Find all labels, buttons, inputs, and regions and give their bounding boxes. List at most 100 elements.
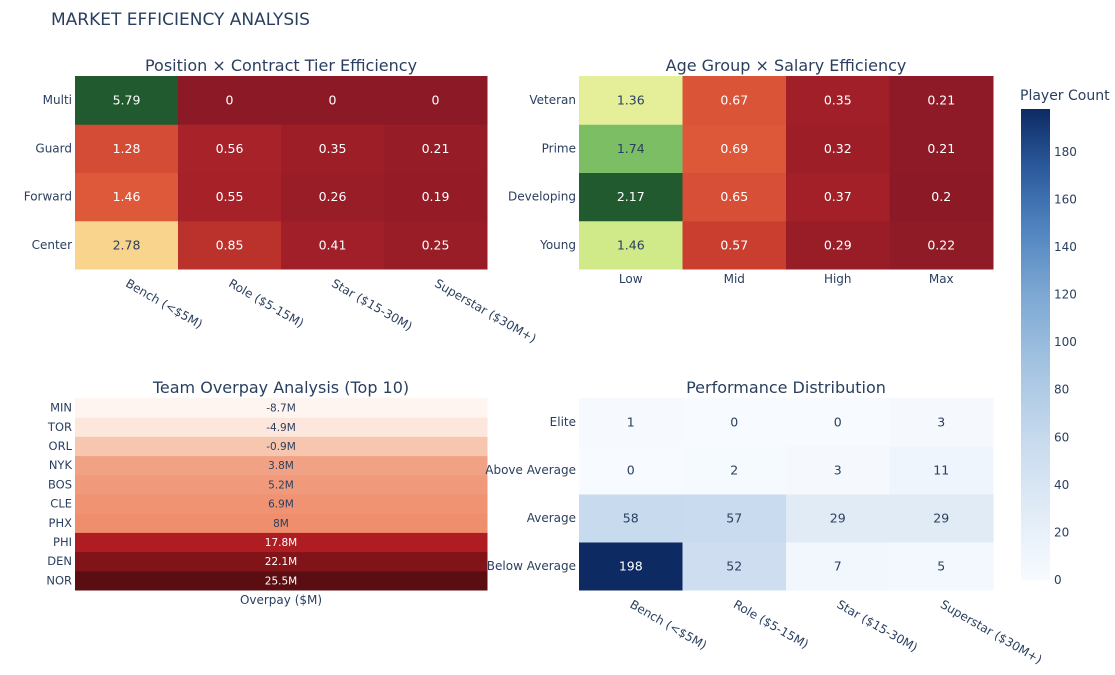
y-tick-label: Forward — [24, 190, 72, 204]
y-tick-label: Prime — [542, 141, 576, 155]
heatmap-cell[interactable] — [889, 172, 994, 222]
y-tick-label: Developing — [508, 190, 576, 204]
heatmap-cell[interactable] — [682, 124, 787, 173]
cell-value-label: 0 — [627, 463, 635, 478]
cell-value-label: 1 — [627, 415, 635, 430]
cell-value-label: 0.37 — [824, 189, 852, 204]
heatmap-cell[interactable] — [178, 124, 282, 173]
heatmap-cell[interactable] — [889, 542, 994, 591]
cell-value-label: 29 — [933, 511, 949, 526]
heatmap-cell[interactable] — [281, 220, 385, 270]
heatmap-cell[interactable] — [682, 542, 787, 591]
y-tick-label: CLE — [50, 497, 72, 511]
heatmap-cell[interactable] — [579, 76, 683, 125]
heatmap-cell[interactable] — [281, 124, 385, 173]
cell-value-label: 0.25 — [422, 237, 450, 252]
cell-value-label: 7 — [834, 559, 842, 574]
heatmap-cell[interactable] — [579, 446, 683, 495]
heatmap-cell[interactable] — [75, 172, 179, 222]
heatmap-cell[interactable] — [75, 398, 488, 418]
heatmap-cell[interactable] — [75, 124, 179, 173]
x-tick-label: High — [824, 272, 852, 286]
cell-value-label: 0.67 — [720, 93, 748, 108]
heatmap-cell[interactable] — [75, 417, 488, 437]
heatmap-cell[interactable] — [579, 124, 683, 173]
heatmap-cell[interactable] — [579, 172, 683, 222]
heatmap-cell[interactable] — [682, 446, 787, 495]
y-tick-label: Elite — [550, 415, 576, 429]
heatmap-cell[interactable] — [75, 455, 488, 476]
colorbar-tick-label: 40 — [1054, 478, 1069, 492]
y-tick-label: BOS — [48, 477, 72, 491]
heatmap-cell[interactable] — [682, 398, 787, 447]
heatmap-cell[interactable] — [281, 76, 385, 125]
cell-value-label: 1.46 — [113, 189, 141, 204]
heatmap-cell[interactable] — [889, 124, 994, 173]
x-tick-label: Mid — [724, 272, 745, 286]
colorbar-tick-label: 60 — [1054, 430, 1069, 444]
heatmap-cell[interactable] — [75, 220, 179, 270]
heatmap-cell[interactable] — [75, 513, 488, 533]
heatmap-cell[interactable] — [786, 542, 890, 591]
y-tick-label: Above Average — [485, 463, 576, 477]
heatmap-cell[interactable] — [579, 398, 683, 447]
cell-value-label: 3.8M — [268, 460, 294, 472]
heatmap-cell[interactable] — [889, 220, 994, 270]
cell-value-label: 0.69 — [720, 141, 748, 156]
heatmap-cell[interactable] — [75, 474, 488, 495]
heatmap-cell[interactable] — [579, 220, 683, 270]
heatmap-cell[interactable] — [75, 570, 488, 591]
heatmap-cell[interactable] — [682, 220, 787, 270]
cell-value-label: 0.26 — [319, 189, 347, 204]
cell-value-label: 0.21 — [927, 93, 955, 108]
heatmap-cell[interactable] — [889, 446, 994, 495]
heatmap-team_overpay: Team Overpay Analysis (Top 10) 25.5M 22.1M… — [46, 378, 488, 607]
heatmap-cell[interactable] — [682, 494, 787, 543]
heatmap-cell[interactable] — [786, 76, 890, 125]
heatmap-cell[interactable] — [786, 124, 890, 173]
heatmap-cell[interactable] — [786, 494, 890, 543]
x-tick-label: Superstar ($30M+) — [432, 276, 538, 346]
colorbar-tick-label: 140 — [1054, 240, 1077, 254]
heatmap-cell[interactable] — [384, 124, 488, 173]
heatmap-cell[interactable] — [178, 172, 282, 222]
heatmap-cell[interactable] — [384, 76, 488, 125]
heatmap-cell[interactable] — [178, 76, 282, 125]
y-tick-label: Average — [527, 511, 576, 525]
heatmap-cell[interactable] — [682, 76, 787, 125]
colorbar-tick-label: 100 — [1054, 335, 1077, 349]
heatmap-cell[interactable] — [75, 76, 179, 125]
heatmap-cell[interactable] — [786, 172, 890, 222]
heatmap-cell[interactable] — [384, 172, 488, 222]
cell-value-label: 0.21 — [422, 141, 450, 156]
cell-value-label: 0.2 — [931, 189, 951, 204]
cell-value-label: 0.65 — [720, 189, 748, 204]
heatmap-cell[interactable] — [889, 398, 994, 447]
cell-value-label: 0.41 — [319, 237, 347, 252]
heatmap-cell[interactable] — [75, 436, 488, 457]
cell-value-label: 0 — [432, 93, 440, 108]
heatmap-cell[interactable] — [281, 172, 385, 222]
cell-value-label: 198 — [619, 559, 643, 574]
heatmap-cell[interactable] — [75, 532, 488, 553]
heatmap-cell[interactable] — [178, 220, 282, 270]
heatmap-cell[interactable] — [786, 220, 890, 270]
cell-value-label: 0 — [329, 93, 337, 108]
cell-value-label: 1.28 — [113, 141, 141, 156]
cell-value-label: 52 — [726, 559, 742, 574]
heatmap-cell[interactable] — [579, 542, 683, 591]
heatmap-cell[interactable] — [889, 76, 994, 125]
heatmap-cell[interactable] — [75, 494, 488, 514]
heatmap-cell[interactable] — [682, 172, 787, 222]
heatmap-cell[interactable] — [889, 494, 994, 543]
heatmap-cell[interactable] — [786, 446, 890, 495]
heatmap-cell[interactable] — [579, 494, 683, 543]
heatmap-cell[interactable] — [75, 551, 488, 572]
x-tick-label: Star ($15-30M) — [834, 597, 920, 654]
colorbar — [1021, 109, 1050, 580]
panel-title: Position × Contract Tier Efficiency — [145, 56, 417, 75]
x-tick-label: Bench (<$5M) — [627, 597, 709, 652]
heatmap-cell[interactable] — [786, 398, 890, 447]
heatmap-cell[interactable] — [384, 220, 488, 270]
